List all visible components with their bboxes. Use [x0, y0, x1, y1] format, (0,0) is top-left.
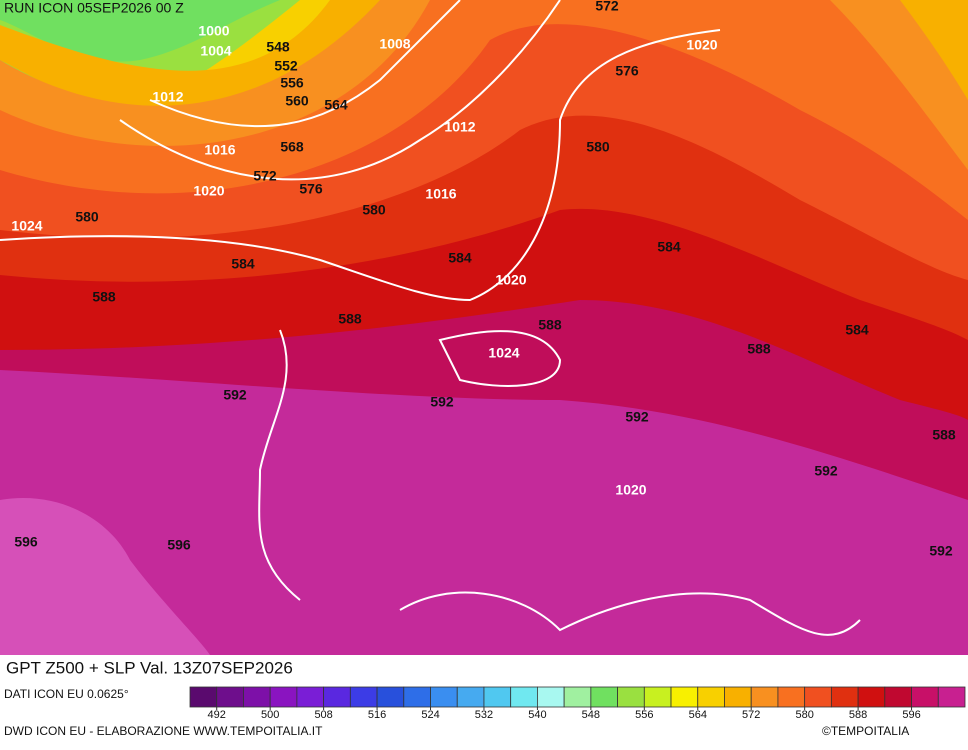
- colorbar-tick-label: 532: [475, 709, 493, 721]
- geopotential-label: 576: [299, 181, 323, 197]
- colorbar: 492 500 508 516 524 532 540 548 556 564 572 580 588 5…: [189, 686, 966, 721]
- colorbar-swatch: [483, 686, 512, 708]
- geopotential-label: 584: [231, 256, 255, 272]
- geopotential-label: 580: [75, 209, 99, 225]
- colorbar-swatch: [697, 686, 725, 708]
- colorbar-swatch: [724, 686, 752, 708]
- colorbar-swatch: [296, 686, 325, 708]
- geopotential-label: 588: [932, 427, 956, 443]
- geopotential-label: 592: [625, 409, 649, 425]
- colorbar-tick-label: 556: [635, 709, 653, 721]
- isobars: [0, 0, 861, 636]
- colorbar-swatch: [777, 686, 806, 708]
- colorbar-swatch: [430, 686, 458, 708]
- map-background: [0, 0, 968, 655]
- colorbar-tick-label: 580: [795, 709, 813, 721]
- pressure-label: 1020: [495, 272, 526, 288]
- geopotential-label: 552: [274, 58, 298, 74]
- pressure-label: 1004: [200, 43, 231, 59]
- footer-title: GPT Z500 + SLP Val. 13Z07SEP2026: [6, 658, 293, 677]
- pressure-label: 1016: [204, 142, 235, 158]
- title-box: [0, 655, 413, 683]
- geopotential-label: 592: [430, 394, 454, 410]
- colorbar-swatch: [937, 686, 966, 708]
- colorbar-swatch: [590, 686, 618, 708]
- geopotential-label: 572: [253, 168, 277, 184]
- geopotential-label: 592: [929, 543, 953, 559]
- colorbar-swatch: [670, 686, 699, 708]
- colorbar-swatch: [510, 686, 538, 708]
- colorbar-swatch: [537, 686, 565, 708]
- geopotential-label: 584: [448, 250, 472, 266]
- geopotential-label: 584: [845, 322, 869, 338]
- colorbar-tick-label: 516: [368, 709, 386, 721]
- colorbar-swatch: [643, 686, 672, 708]
- colorbar-swatch: [269, 686, 298, 708]
- credit: DWD ICON EU - ELABORAZIONE WWW.TEMPOITAL…: [4, 724, 323, 738]
- colorbar-tick-label: 596: [902, 709, 920, 721]
- colorbar-swatch: [403, 686, 431, 708]
- colorbar-swatch: [189, 686, 218, 708]
- geopotential-label: 596: [167, 537, 191, 553]
- geopotential-label: 548: [266, 39, 290, 55]
- colorbar-tick-label: 500: [261, 709, 279, 721]
- pressure-label: 1020: [686, 37, 717, 53]
- pressure-label: 1024: [11, 218, 42, 234]
- colorbar-tick-label: 572: [742, 709, 760, 721]
- colorbar-swatch: [911, 686, 939, 708]
- geopotential-label: 596: [14, 534, 38, 550]
- pressure-label: 1008: [379, 36, 410, 52]
- geopotential-label: 580: [586, 139, 610, 155]
- colorbar-tick-label: 508: [314, 709, 332, 721]
- colorbar-swatch: [563, 686, 592, 708]
- geopotential-label: 576: [615, 63, 639, 79]
- colorbar-tick-label: 540: [528, 709, 546, 721]
- geopotential-label: 572: [595, 0, 619, 14]
- geopotential-label: 568: [280, 139, 304, 155]
- copyright: ©TEMPOITALIA: [822, 724, 909, 738]
- pressure-label: 1012: [152, 89, 183, 105]
- colorbar-tick-label: 524: [421, 709, 439, 721]
- pressure-label: 1020: [193, 183, 224, 199]
- colorbar-swatch: [617, 686, 645, 708]
- colorbar-swatch: [323, 686, 351, 708]
- geopotential-label: 588: [747, 341, 771, 357]
- colorbar-swatch: [216, 686, 244, 708]
- geopotential-label: 564: [324, 97, 348, 113]
- pressure-label: 1020: [615, 482, 646, 498]
- colorbar-tick-label: 548: [582, 709, 600, 721]
- geopotential-label: 588: [338, 311, 362, 327]
- colorbar-tick-label: 588: [849, 709, 867, 721]
- pressure-label: 1016: [425, 186, 456, 202]
- geopotential-label: 580: [362, 202, 386, 218]
- pressure-label: 1024: [488, 345, 519, 361]
- colorbar-swatch: [376, 686, 405, 708]
- geopotential-label: 592: [814, 463, 838, 479]
- colorbar-swatch: [349, 686, 378, 708]
- colorbar-swatch: [750, 686, 779, 708]
- colorbar-swatch: [884, 686, 912, 708]
- pressure-label: 1000: [198, 23, 229, 39]
- colorbar-swatch: [857, 686, 886, 708]
- colorbar-swatch: [804, 686, 832, 708]
- geopotential-label: 588: [538, 317, 562, 333]
- run-label: RUN ICON 05SEP2026 00 Z: [4, 0, 184, 16]
- geopotential-label: 584: [657, 239, 681, 255]
- colorbar-swatch: [243, 686, 271, 708]
- geopotential-label: 588: [92, 289, 116, 305]
- data-source: DATI ICON EU 0.0625°: [4, 687, 129, 701]
- colorbar-swatch: [456, 686, 485, 708]
- colorbar-tick-label: 492: [208, 709, 226, 721]
- pressure-label: 1012: [444, 119, 475, 135]
- geopotential-label: 556: [280, 75, 304, 91]
- geopotential-label: 560: [285, 93, 309, 109]
- colorbar-swatch: [830, 686, 859, 708]
- geopotential-label: 592: [223, 387, 247, 403]
- colorbar-tick-label: 564: [689, 709, 707, 721]
